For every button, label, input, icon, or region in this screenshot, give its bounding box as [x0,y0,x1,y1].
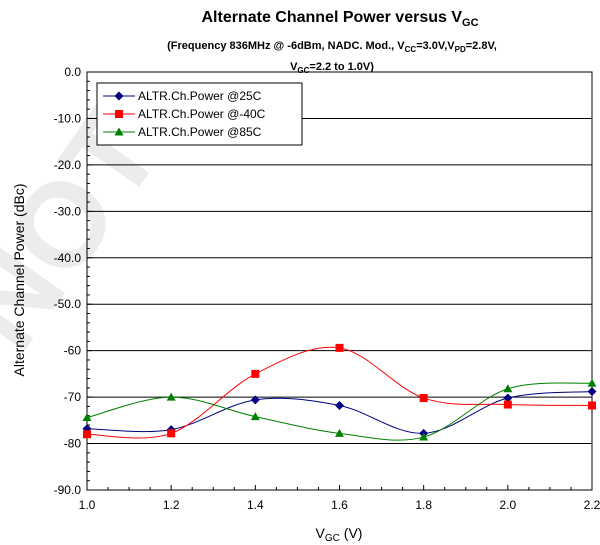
chart-title: Alternate Channel Power versus VGC (Freq… [167,9,497,75]
x-tick-label: 1.2 [163,498,180,512]
legend-label: ALTR.Ch.Power @25C [138,89,262,103]
series-2 [82,378,597,441]
data-point [83,430,91,439]
data-point [250,395,260,405]
legend: ALTR.Ch.Power @25C ALTR.Ch.Power @-40C ALT… [96,82,303,146]
data-point [335,400,344,410]
y-axis-label: Alternate Channel Power (dBc) [11,184,27,377]
y-tick-label: 0.0 [64,65,81,79]
data-point [82,413,92,422]
y-tick-label: -70 [64,390,82,404]
series-line [86,346,593,439]
data-point [503,400,512,409]
x-tick-label: 2.2 [584,498,600,512]
data-point [335,343,344,352]
y-tick-label: -60 [64,344,82,358]
data-point [335,428,344,437]
data-point [588,401,596,410]
data-point [503,393,513,403]
subtitle-line2-a: (Frequency 836MHz @ -6dBm, NADC. Mod., V [167,40,405,52]
data-point [250,412,260,421]
x-axis-label-prefix: V [316,525,326,541]
x-tick-label: 1.8 [415,498,432,512]
ticks: 0.0 -10.0 -20.0 -30.0 -40.0 -50.0 -60 -70 -80 -90… [54,65,600,512]
legend-marker [114,91,124,101]
series-group [82,343,597,441]
x-axis-label-subscript: GC [325,533,340,544]
legend-marker [114,127,124,136]
title-main-text: Alternate Channel Power versus V [201,9,462,26]
x-axis-label-suffix: (V) [340,525,363,541]
data-point [419,432,429,441]
data-point [166,392,176,401]
svg-text:VGC=2.2 to 1.0V): VGC=2.2 to 1.0V) [290,61,374,75]
data-point [503,384,513,393]
subtitle-line2-d: PD [455,45,466,54]
svg-text:(Frequency 836MHz @ -6dBm, NAD: (Frequency 836MHz @ -6dBm, NADC. Mod., V… [167,40,497,54]
x-axis-label: VGC (V) [316,525,363,544]
subtitle-line2-e: =2.8V, [466,40,497,52]
x-tick-label: 1.4 [247,498,264,512]
subtitle-line3-c: =2.2 to 1.0V) [309,61,374,73]
subtitle-line2-c: =3.0V,V [416,40,455,52]
subtitle-line3-a: V [290,61,298,73]
series-1 [83,343,596,439]
title-main-subscript: GC [462,17,479,29]
data-point [251,369,260,378]
data-point [587,378,597,387]
x-tick-label: 1.0 [79,498,96,512]
data-point [167,429,176,438]
legend-items: ALTR.Ch.Power @25C ALTR.Ch.Power @-40C ALT… [103,89,266,139]
subtitle-line2-b: CC [405,45,417,54]
svg-text:Alternate Channel Power versus: Alternate Channel Power versus VGC [201,9,478,29]
x-tick-label: 2.0 [499,498,516,512]
y-tick-label: -30.0 [54,204,82,218]
y-tick-label: -20.0 [54,158,82,172]
data-point [587,387,597,397]
y-tick-label: -50.0 [54,297,82,311]
y-tick-label: -10.0 [54,111,82,125]
legend-label: ALTR.Ch.Power @-40C [138,107,266,121]
subtitle-line3-b: GC [297,66,309,75]
data-point [419,394,428,403]
x-tick-label: 1.6 [331,498,348,512]
y-tick-label: -90.0 [54,483,82,497]
legend-marker [115,110,123,118]
y-tick-label: -40.0 [54,251,82,265]
legend-label: ALTR.Ch.Power @85C [138,125,262,139]
y-tick-label: -80 [64,437,82,451]
